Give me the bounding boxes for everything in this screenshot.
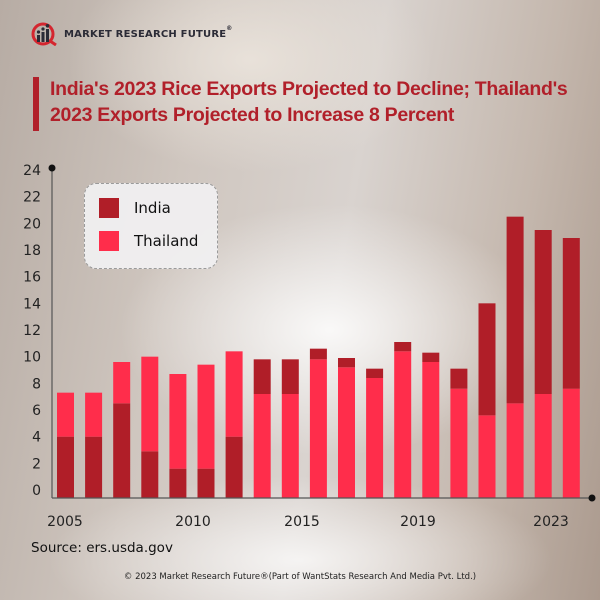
y-tick-label: 2 xyxy=(32,456,41,472)
bar-india-2019 xyxy=(450,368,468,389)
y-tick-label: 10 xyxy=(23,350,41,366)
x-tick-label: 2010 xyxy=(175,514,211,530)
bar-india-2011 xyxy=(225,436,243,498)
source-note: Source: ers.usda.gov xyxy=(31,540,173,556)
bar-india-2012 xyxy=(253,359,271,394)
x-tick-label: 2015 xyxy=(284,514,320,530)
bar-thailand-2022 xyxy=(534,394,552,498)
bar-thailand-2005 xyxy=(57,392,74,437)
bar-thailand-2020 xyxy=(478,415,496,498)
y-tick-label: 18 xyxy=(23,243,41,259)
y-tick-label: 24 xyxy=(23,163,41,179)
bar-thailand-2019 xyxy=(450,388,468,498)
legend: India Thailand xyxy=(84,183,218,269)
bar-thailand-2013 xyxy=(281,394,299,498)
bar-india-2020 xyxy=(478,303,496,416)
bar-india-2023 xyxy=(562,238,580,389)
y-tick-label: 0 xyxy=(32,483,41,499)
bar-thailand-2007 xyxy=(113,362,131,404)
brand-logo: MARKET RESEARCH FUTURE® xyxy=(31,22,233,46)
bar-thailand-2006 xyxy=(85,392,103,437)
chart-title: India's 2023 Rice Exports Projected to D… xyxy=(33,76,568,131)
legend-label-india: India xyxy=(134,199,171,217)
copyright-note: © 2023 Market Research Future®(Part of W… xyxy=(123,572,477,582)
bar-india-2013 xyxy=(281,359,299,394)
bar-india-2014 xyxy=(309,348,327,360)
y-tick-label: 14 xyxy=(23,296,41,312)
bar-thailand-2015 xyxy=(338,367,355,498)
y-tick-label: 4 xyxy=(32,430,41,446)
bar-thailand-2021 xyxy=(506,403,524,498)
x-tick-label: 2023 xyxy=(533,514,569,530)
bar-thailand-2011 xyxy=(225,351,243,437)
bar-thailand-2009 xyxy=(169,374,187,469)
bar-thailand-2008 xyxy=(141,356,159,452)
bars xyxy=(57,216,580,498)
bar-thailand-2014 xyxy=(309,359,327,498)
x-tick-label: 2019 xyxy=(400,514,436,530)
legend-item-thailand: Thailand xyxy=(99,231,198,251)
x-axis-ticks: 2005 2010 2015 2019 2023 xyxy=(47,514,569,530)
y-tick-label: 12 xyxy=(23,323,41,339)
bar-india-2010 xyxy=(197,468,215,498)
bar-india-2016 xyxy=(366,368,384,378)
y-tick-label: 20 xyxy=(23,216,41,232)
bar-india-2021 xyxy=(506,216,524,404)
x-axis-end-dot xyxy=(588,494,596,502)
brand-name: MARKET RESEARCH FUTURE® xyxy=(64,24,233,40)
bar-india-2008 xyxy=(141,451,159,498)
bar-thailand-2016 xyxy=(366,378,384,498)
y-tick-label: 6 xyxy=(32,403,41,419)
magnifier-bar-chart-logo-icon xyxy=(31,22,57,46)
bar-india-2005 xyxy=(57,436,74,498)
bar-india-2007 xyxy=(113,403,131,498)
title-line-1: India's 2023 Rice Exports Projected to D… xyxy=(50,78,568,100)
x-tick-label: 2005 xyxy=(47,514,83,530)
legend-swatch-india xyxy=(99,198,119,218)
bar-thailand-2012 xyxy=(253,394,271,498)
y-tick-label: 22 xyxy=(23,190,41,206)
bar-thailand-2018 xyxy=(422,362,440,498)
bar-india-2009 xyxy=(169,468,187,498)
bar-india-2015 xyxy=(338,358,355,368)
bar-india-2017 xyxy=(394,342,412,352)
legend-label-thailand: Thailand xyxy=(134,232,199,250)
legend-item-india: India xyxy=(99,198,171,218)
title-accent-bar xyxy=(33,77,39,131)
legend-swatch-thailand xyxy=(99,231,119,251)
axes xyxy=(48,164,596,502)
y-tick-label: 16 xyxy=(23,270,41,286)
bar-india-2006 xyxy=(85,436,103,498)
bar-india-2022 xyxy=(534,230,552,394)
bar-thailand-2023 xyxy=(562,388,580,498)
bar-thailand-2017 xyxy=(394,351,412,498)
bar-thailand-2010 xyxy=(197,364,215,469)
title-line-2: 2023 Exports Projected to Increase 8 Per… xyxy=(50,104,455,126)
bar-india-2018 xyxy=(422,352,440,362)
y-tick-label: 8 xyxy=(32,376,41,392)
y-axis-end-dot xyxy=(48,164,56,172)
